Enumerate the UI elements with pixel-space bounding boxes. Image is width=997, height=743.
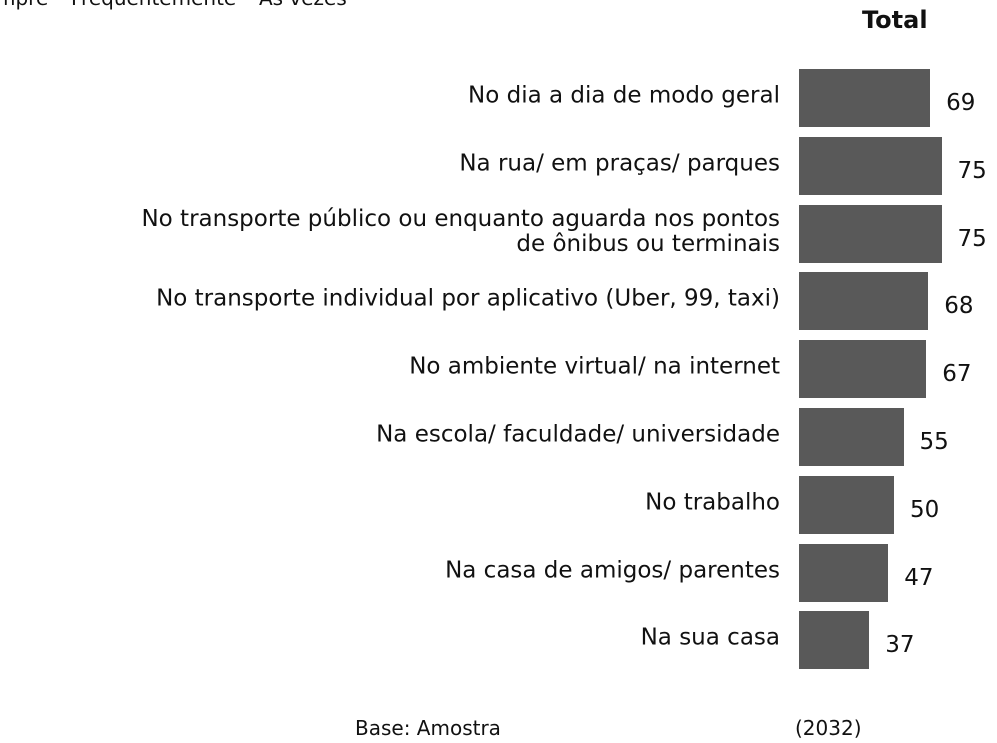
legend-fragment: mpre – Frequentemente – Às vezes [0,0,347,10]
category-label: Na casa de amigos/ parentes [445,557,780,584]
value-label: 55 [919,429,949,455]
value-label: 37 [885,632,915,659]
base-value: (2032) [795,716,862,740]
category-label: No transporte individual por aplicativo … [156,285,780,312]
value-label: 69 [946,90,976,116]
category-label: Na sua casa [640,624,780,651]
category-label: No transporte público ou enquanto aguard… [141,205,780,257]
bar [799,272,929,331]
value-label: 68 [944,293,974,320]
value-label: 50 [910,496,940,523]
base-label: Base: Amostra [355,716,501,740]
column-header: Total [862,6,928,34]
bar [799,340,927,399]
category-label: Na escola/ faculdade/ universidade [376,421,780,448]
bar [799,136,942,195]
bar [799,611,870,670]
category-label: No trabalho [645,489,780,516]
bar [799,475,894,534]
value-label: 75 [957,157,987,184]
bar [799,69,931,127]
value-label: 67 [942,361,972,388]
bar [799,543,889,602]
bar [799,204,942,263]
bar [799,408,904,466]
category-label: No ambiente virtual/ na internet [409,353,780,380]
category-label: Na rua/ em praças/ parques [459,150,780,177]
value-label: 75 [957,225,987,252]
value-label: 47 [904,564,934,591]
category-label: No dia a dia de modo geral [468,82,780,109]
